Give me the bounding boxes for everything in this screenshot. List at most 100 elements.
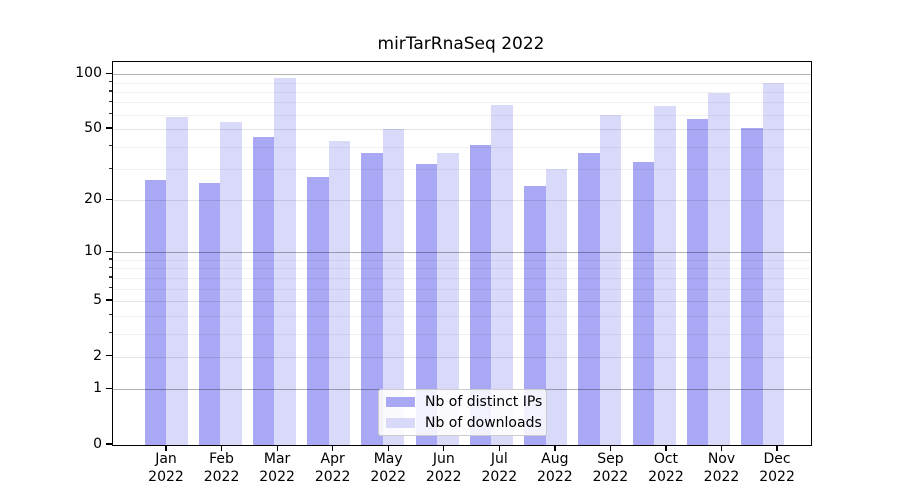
x-tick-label-jan: Jan 2022: [137, 450, 195, 486]
x-tick-label-month-jun: Jun: [432, 451, 455, 467]
bar-mar-downloads: [274, 78, 296, 445]
gridline-y-40: [113, 146, 811, 148]
gridline-y-20: [113, 200, 811, 202]
x-tick-label-month-nov: Nov: [707, 451, 736, 467]
x-tick-aug: [554, 445, 556, 451]
bar-jul-downloads: [491, 104, 513, 445]
gridline-y-60: [113, 114, 811, 116]
y-tick-label-0: 0: [93, 436, 102, 452]
y-tick-0: [106, 443, 112, 445]
bar-jul-distinct-ips: [469, 144, 492, 445]
y-tick-label-100: 100: [75, 65, 102, 82]
x-tick-label-sep: Sep 2022: [581, 450, 639, 486]
x-tick-label-year-mar: 2022: [259, 469, 295, 485]
bar-nov-downloads: [708, 92, 730, 445]
x-tick-label-aug: Aug 2022: [526, 450, 584, 486]
gridline-y-80: [113, 91, 811, 93]
x-tick-apr: [332, 445, 334, 451]
y-tick-label-2: 2: [93, 347, 102, 364]
x-tick-label-month-aug: Aug: [541, 451, 569, 467]
x-tick-label-month-dec: Dec: [763, 451, 791, 467]
y-minor-tick-80: [108, 90, 112, 92]
bar-nov-distinct-ips: [686, 118, 709, 445]
gridline-y-100: [113, 74, 811, 76]
x-tick-label-apr: Apr 2022: [304, 450, 362, 486]
y-tick-label-20: 20: [84, 191, 102, 208]
x-tick-nov: [720, 445, 723, 451]
x-tick-label-feb: Feb 2022: [193, 450, 251, 486]
x-tick-label-year-jul: 2022: [481, 469, 518, 485]
y-tick-20: [106, 198, 112, 201]
x-tick-label-year-jun: 2022: [425, 469, 462, 485]
x-tick-label-year-feb: 2022: [203, 469, 240, 485]
x-tick-label-month-jul: Jul: [490, 451, 508, 467]
gridline-y-5: [113, 301, 811, 303]
bar-feb-distinct-ips: [198, 183, 221, 445]
x-tick-label-jun: Jun 2022: [415, 450, 473, 486]
bar-apr-downloads: [328, 140, 351, 445]
y-tick-10: [106, 250, 112, 253]
legend-label-distinct-ips: Nb of distinct IPs: [425, 394, 543, 411]
y-tick-100: [106, 72, 112, 74]
x-tick-oct: [665, 445, 667, 451]
x-tick-mar: [276, 445, 278, 451]
x-tick-label-month-mar: Mar: [263, 451, 291, 467]
gridline-y-70: [113, 102, 811, 104]
legend-label-downloads: Nb of downloads: [425, 414, 542, 431]
y-minor-tick-3: [108, 332, 112, 334]
x-tick-label-year-oct: 2022: [648, 469, 684, 485]
y-minor-tick-90: [108, 81, 112, 83]
x-tick-feb: [220, 445, 223, 451]
x-tick-jan: [165, 445, 167, 451]
gridline-y-3: [113, 333, 811, 335]
y-minor-tick-40: [108, 145, 112, 147]
y-minor-tick-7: [108, 276, 112, 278]
x-tick-jul: [498, 445, 500, 451]
x-tick-label-month-oct: Oct: [653, 451, 679, 467]
bar-dec-downloads: [762, 82, 785, 445]
bar-mar-distinct-ips: [252, 137, 275, 445]
legend-swatch-distinct-ips: [386, 397, 415, 408]
x-tick-label-dec: Dec 2022: [748, 450, 806, 486]
x-tick-label-oct: Oct 2022: [637, 450, 695, 486]
y-minor-tick-70: [108, 100, 112, 103]
y-minor-tick-8: [108, 266, 112, 269]
x-tick-sep: [609, 445, 612, 451]
bar-oct-distinct-ips: [632, 161, 655, 445]
legend-swatch-downloads: [386, 417, 415, 428]
y-minor-tick-30: [108, 167, 112, 169]
y-tick-label-1: 1: [93, 380, 102, 397]
bar-jan-distinct-ips: [144, 180, 166, 445]
x-tick-may: [387, 445, 389, 451]
legend-item-downloads: Nb of downloads: [386, 415, 546, 431]
plot-area: [112, 61, 812, 446]
x-tick-dec: [776, 445, 778, 451]
bar-aug-downloads: [545, 169, 568, 445]
bar-sep-downloads: [599, 114, 622, 445]
bar-jun-distinct-ips: [415, 164, 438, 445]
bar-jan-downloads: [166, 117, 188, 445]
legend: Nb of distinct IPs Nb of downloads: [378, 389, 547, 436]
x-tick-label-month-jan: Jan: [155, 451, 177, 467]
x-tick-label-month-feb: Feb: [209, 451, 234, 467]
bar-may-downloads: [382, 129, 405, 445]
bar-apr-distinct-ips: [307, 177, 329, 445]
y-tick-50: [106, 127, 112, 129]
gridline-y-7: [113, 277, 811, 279]
y-minor-tick-60: [108, 113, 112, 115]
y-tick-1: [106, 387, 112, 389]
gridline-y-9: [113, 259, 811, 261]
bar-may-distinct-ips: [361, 152, 383, 445]
gridline-y-4: [113, 315, 811, 317]
x-tick-label-year-nov: 2022: [703, 469, 740, 485]
x-tick-label-year-sep: 2022: [592, 469, 629, 485]
x-tick-jun: [443, 445, 445, 451]
x-tick-label-year-aug: 2022: [537, 469, 573, 485]
bar-feb-downloads: [220, 121, 242, 445]
bar-jun-downloads: [437, 152, 459, 445]
chart-title: mirTarRnaSeq 2022: [377, 34, 545, 54]
gridline-y-10: [113, 252, 811, 254]
gridline-y-90: [113, 82, 811, 84]
gridline-y-2: [113, 356, 811, 358]
